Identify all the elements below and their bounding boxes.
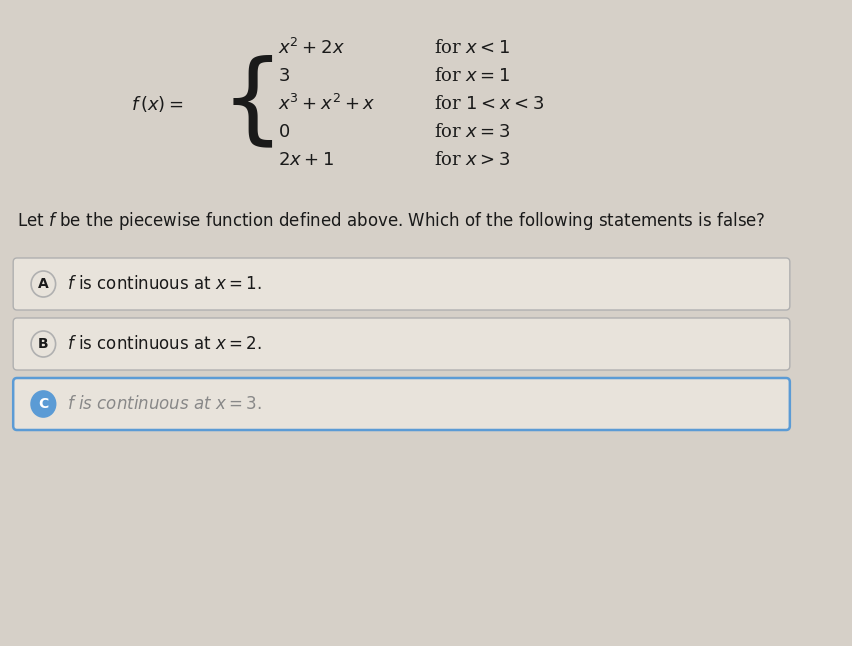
Circle shape — [32, 391, 55, 417]
Text: $0$: $0$ — [278, 123, 291, 141]
Text: for $1 < x < 3$: for $1 < x < 3$ — [434, 95, 544, 113]
Text: A: A — [38, 277, 49, 291]
Text: for $x < 1$: for $x < 1$ — [434, 39, 509, 57]
Text: Let $f$ be the piecewise function defined above. Which of the following statemen: Let $f$ be the piecewise function define… — [17, 210, 766, 232]
Text: $x^2 + 2x$: $x^2 + 2x$ — [278, 38, 345, 58]
Circle shape — [32, 271, 55, 297]
Text: $x^3 + x^2 + x$: $x^3 + x^2 + x$ — [278, 94, 376, 114]
Text: $f\,(x) =$: $f\,(x) =$ — [131, 94, 184, 114]
FancyBboxPatch shape — [13, 258, 790, 310]
Text: $3$: $3$ — [278, 67, 290, 85]
FancyBboxPatch shape — [13, 378, 790, 430]
Text: $2x + 1$: $2x + 1$ — [278, 151, 334, 169]
Text: for $x > 3$: for $x > 3$ — [434, 151, 510, 169]
Text: $f$ is continuous at $x = 3.$: $f$ is continuous at $x = 3.$ — [67, 395, 262, 413]
Text: $f$ is continuous at $x = 1.$: $f$ is continuous at $x = 1.$ — [67, 275, 262, 293]
Text: for $x = 3$: for $x = 3$ — [434, 123, 510, 141]
Text: $\{$: $\{$ — [221, 56, 273, 152]
FancyBboxPatch shape — [13, 318, 790, 370]
Text: C: C — [38, 397, 49, 411]
Text: B: B — [38, 337, 49, 351]
Text: $f$ is continuous at $x = 2.$: $f$ is continuous at $x = 2.$ — [67, 335, 262, 353]
Circle shape — [32, 331, 55, 357]
Text: for $x = 1$: for $x = 1$ — [434, 67, 509, 85]
